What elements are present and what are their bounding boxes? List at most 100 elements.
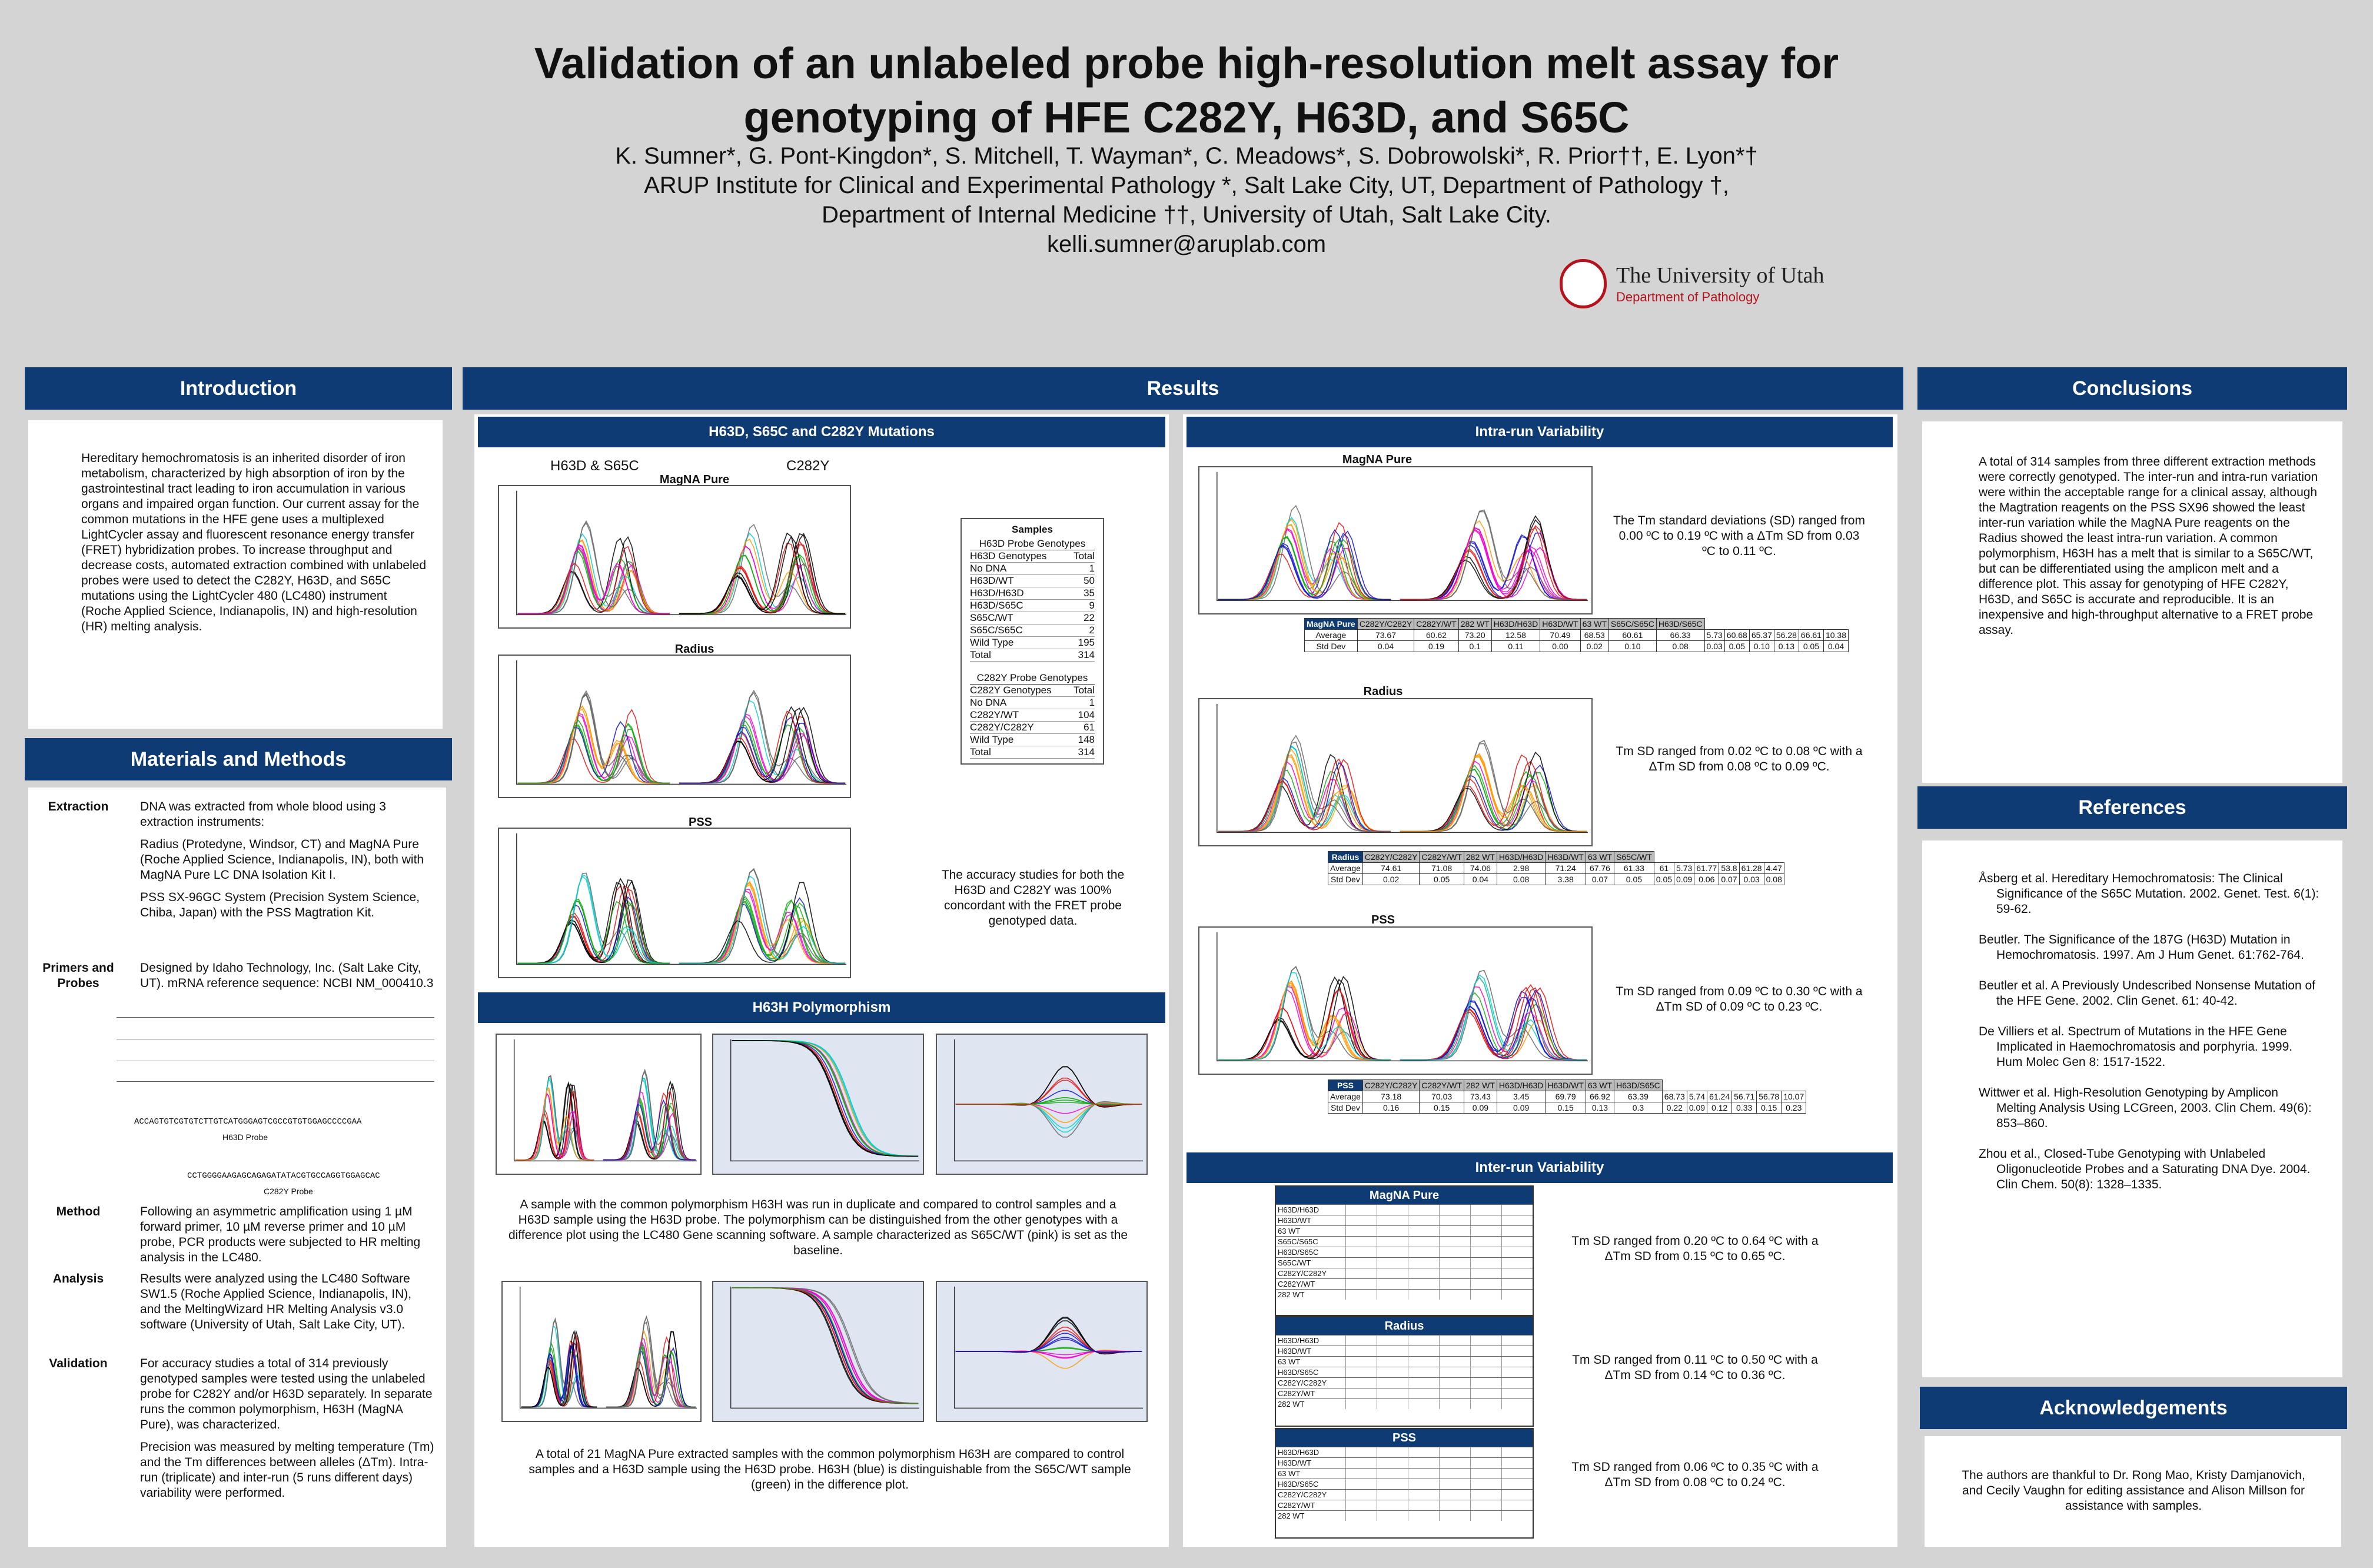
inter-cell — [1438, 1447, 1470, 1457]
melt-curve — [517, 520, 670, 614]
genotype-count: 9 — [1089, 600, 1095, 611]
stat-cell: 0.06 — [1694, 873, 1720, 885]
stat-header: H63D/WT — [1540, 618, 1581, 630]
logo-name: The University of Utah — [1616, 263, 1824, 288]
inter-cell — [1501, 1237, 1533, 1247]
inter-genotype: H63D/S65C — [1278, 1368, 1319, 1377]
inter-cell — [1376, 1378, 1408, 1388]
genotype-name: Wild Type — [970, 637, 1014, 648]
melt-curve — [1218, 758, 1391, 832]
inter-row: 63 WT — [1276, 1356, 1533, 1367]
genotype-name: Wild Type — [970, 734, 1014, 745]
inter-cell — [1345, 1336, 1377, 1346]
inter-cell — [1438, 1336, 1470, 1346]
intra-radius-plot — [1198, 698, 1593, 846]
references-list: Åsberg et al. Hereditary Hemochromatosis… — [1979, 871, 2320, 1208]
melt-curve — [1218, 533, 1391, 600]
inter-cell — [1438, 1511, 1470, 1521]
melt-curve — [1400, 751, 1587, 832]
inter-genotype: S65C/WT — [1278, 1258, 1311, 1267]
reference-item: Wittwer et al. High-Resolution Genotypin… — [1979, 1086, 2312, 1130]
stat-cell: 61.33 — [1614, 862, 1654, 874]
stat-cell: 4.47 — [1763, 862, 1784, 874]
inter-cell — [1407, 1346, 1439, 1356]
inter-genotype: H63D/WT — [1278, 1216, 1312, 1225]
stat-cell: 5.73 — [1704, 629, 1725, 641]
mutations-heading: H63D, S65C and C282Y Mutations — [478, 417, 1165, 447]
inter-genotype: H63D/S65C — [1278, 1480, 1319, 1489]
stat-cell: 71.08 — [1419, 862, 1464, 874]
validation-p2: Precision was measured by melting temper… — [140, 1440, 434, 1500]
inter-genotype: H63D/H63D — [1278, 1205, 1320, 1214]
inter-cell — [1438, 1388, 1470, 1398]
contact-email: kelli.sumner@aruplab.com — [1046, 231, 1327, 257]
melt-curve — [517, 719, 670, 784]
inter-cell — [1438, 1469, 1470, 1479]
h63h-caption-1: A sample with the common polymorphism H6… — [508, 1198, 1128, 1257]
inter-cell — [1470, 1399, 1501, 1409]
inter-row: C282Y/C282Y — [1276, 1489, 1533, 1500]
genotype-name: Total — [970, 746, 991, 758]
melt-curve — [1218, 972, 1391, 1061]
inter-run-heading: Inter-run Variability — [1186, 1152, 1893, 1183]
inter-cell — [1501, 1346, 1533, 1356]
stat-header: C282Y/C282Y — [1362, 851, 1420, 863]
inter-row: C282Y/C282Y — [1276, 1377, 1533, 1388]
inter-cell — [1345, 1258, 1377, 1268]
melt-curve — [517, 522, 670, 614]
intra-pss-plot — [1198, 926, 1593, 1075]
stat-cell: 0.13 — [1585, 1102, 1615, 1114]
introduction-text: Hereditary hemochromatosis is an inherit… — [81, 451, 427, 633]
accuracy-caption: The accuracy studies for both the H63D a… — [941, 868, 1125, 928]
inter-table-title: PSS — [1276, 1429, 1533, 1447]
inter-genotype: C282Y/C282Y — [1278, 1378, 1327, 1387]
magna-melt-plot — [498, 485, 851, 629]
h63h-caption-2: A total of 21 MagNA Pure extracted sampl… — [529, 1447, 1131, 1491]
inter-row: H63D/S65C — [1276, 1479, 1533, 1489]
stat-cell: 0.04 — [1463, 873, 1497, 885]
inter-cell — [1345, 1388, 1377, 1398]
stat-cell: 63.39 — [1614, 1091, 1663, 1102]
intra-magna-plot — [1198, 466, 1593, 614]
genotype-count: 1 — [1089, 697, 1095, 708]
inter-cell — [1345, 1511, 1377, 1521]
conclusions-heading: Conclusions — [1917, 367, 2347, 410]
inter-pss-caption: Tm SD ranged from 0.06 ºC to 0.35 ºC wit… — [1571, 1460, 1819, 1489]
plot-axis — [513, 1039, 697, 1162]
inter-cell — [1438, 1346, 1470, 1356]
stat-cell: 0.05 — [1798, 640, 1824, 652]
inter-cell — [1376, 1279, 1408, 1289]
intra-run-heading: Intra-run Variability — [1186, 417, 1893, 447]
melt-curve — [1400, 987, 1587, 1061]
inter-genotype: H63D/H63D — [1278, 1448, 1320, 1457]
inter-row: C282Y/C282Y — [1276, 1268, 1533, 1278]
stat-header: 282 WT — [1463, 851, 1497, 863]
inter-cell — [1407, 1500, 1439, 1510]
inter-cell — [1407, 1215, 1439, 1225]
inter-cell — [1407, 1367, 1439, 1377]
inter-row: S65C/WT — [1276, 1257, 1533, 1268]
melt-curve — [1218, 759, 1391, 832]
plot-axis — [516, 660, 847, 785]
melt-curve — [1218, 976, 1391, 1061]
inter-cell — [1470, 1290, 1501, 1300]
stat-cell: 68.73 — [1661, 1091, 1687, 1102]
stat-cell: 0.11 — [1491, 640, 1541, 652]
inter-cell — [1438, 1357, 1470, 1367]
intra-pss-label: PSS — [1371, 913, 1395, 926]
analysis-text: Results were analyzed using the LC480 So… — [140, 1272, 412, 1331]
stat-cell: 0.15 — [1756, 1102, 1782, 1114]
h63h-normalized-plot-2 — [712, 1281, 924, 1422]
conclusions-panel: A total of 314 samples from three differ… — [1922, 421, 2342, 783]
references-heading: References — [1917, 786, 2347, 829]
plot-axis — [730, 1039, 920, 1162]
inter-cell — [1470, 1378, 1501, 1388]
inter-genotype: 282 WT — [1278, 1511, 1305, 1520]
inter-cell — [1376, 1500, 1408, 1510]
inter-row: H63D/WT — [1276, 1215, 1533, 1225]
genotype-count: Total — [1074, 550, 1095, 562]
melt-curve — [1400, 754, 1587, 832]
plot-axis — [1217, 703, 1588, 833]
inter-cell — [1501, 1447, 1533, 1457]
inter-cell — [1470, 1346, 1501, 1356]
